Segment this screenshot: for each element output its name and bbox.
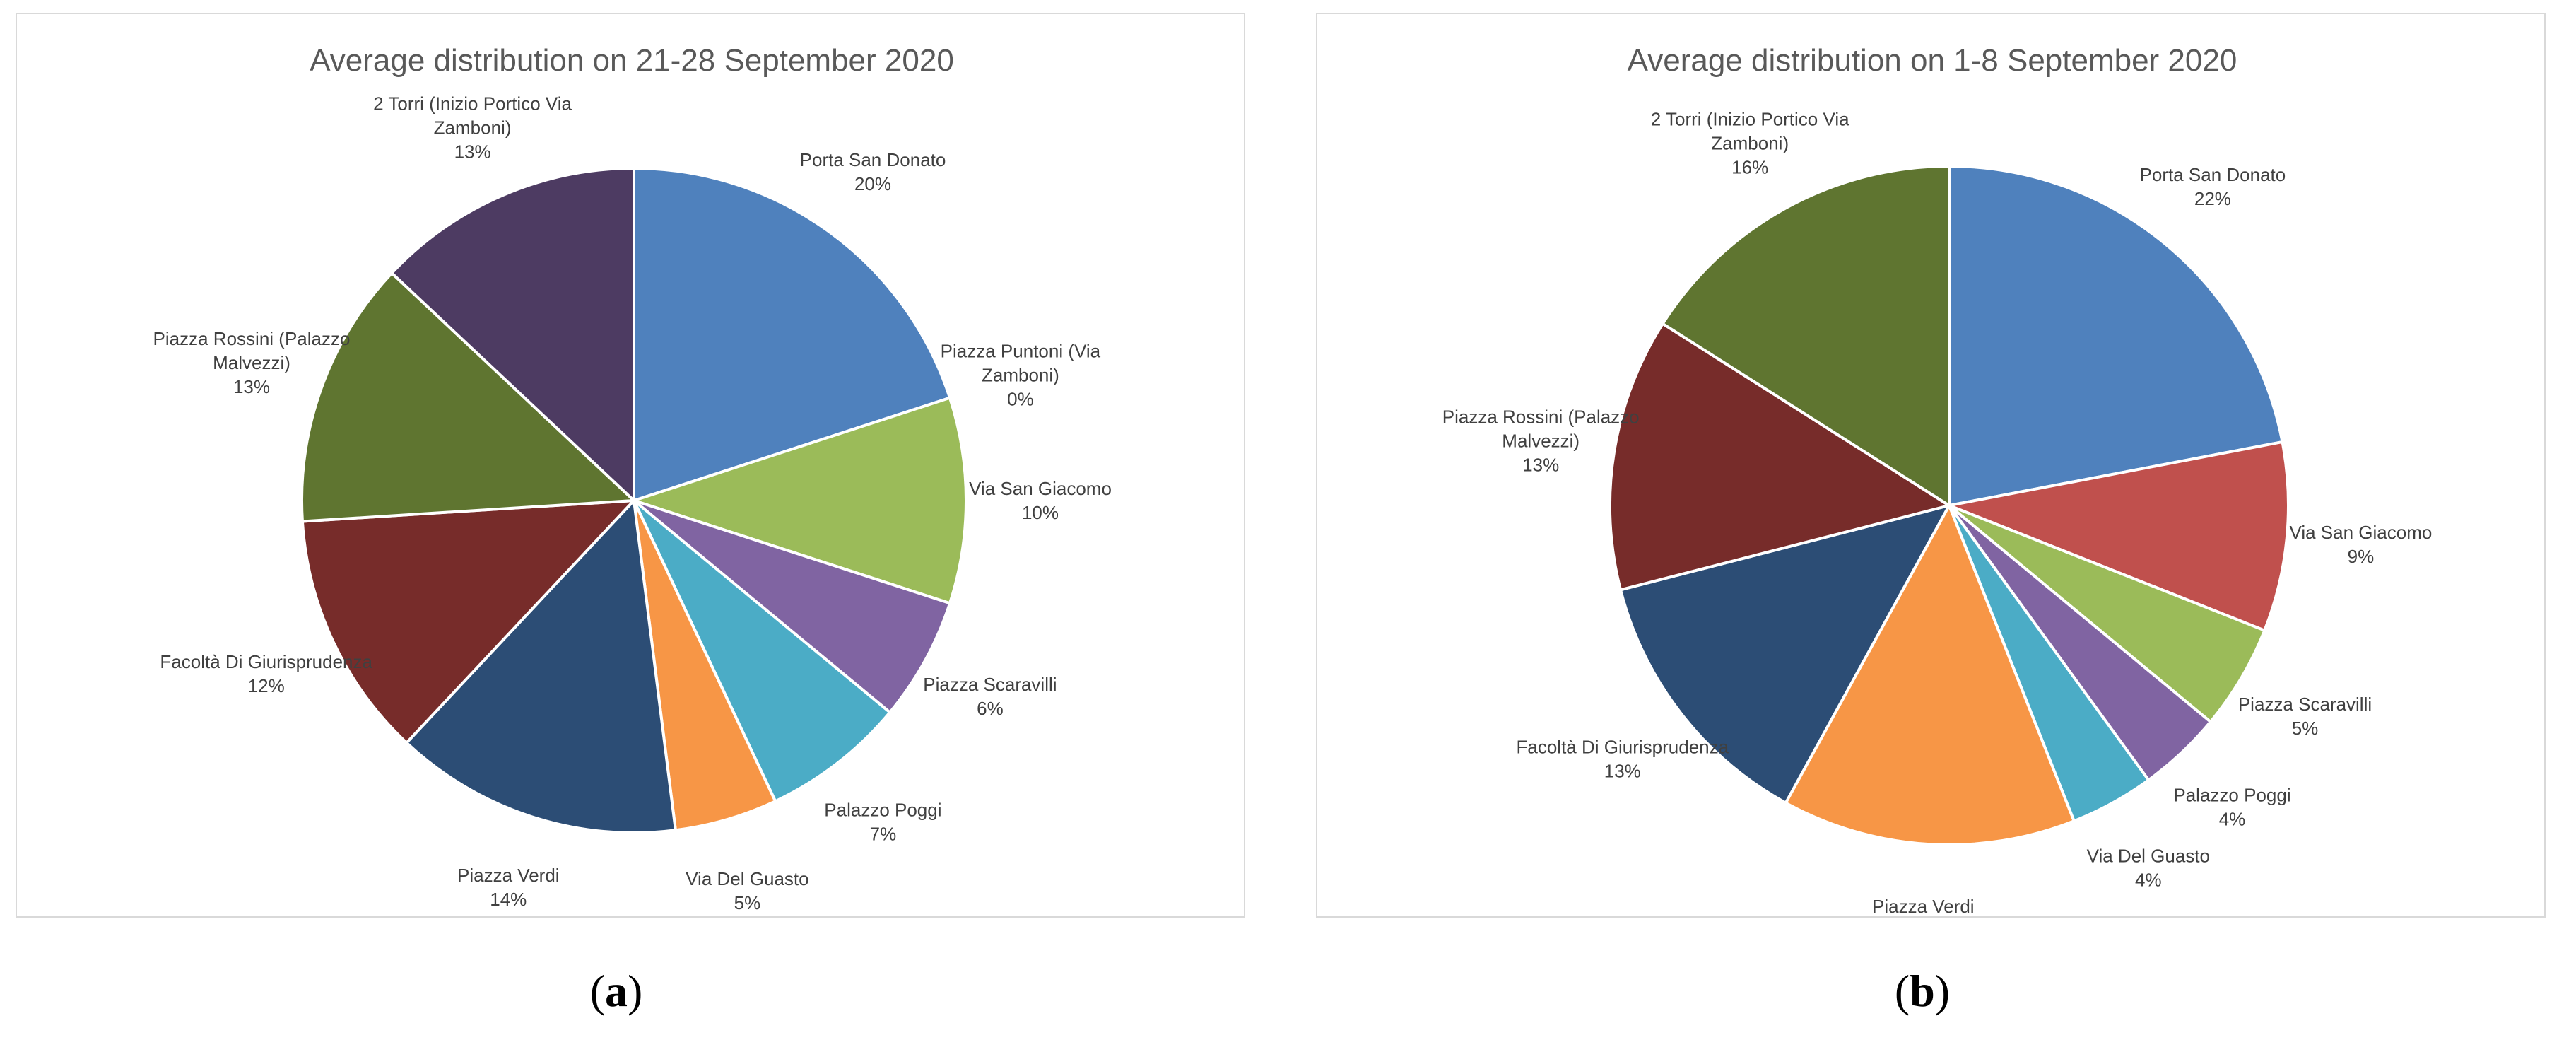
slice-label-line: Piazza Puntoni (Via — [941, 340, 1101, 361]
chart-panel-b: Average distribution on 1-8 September 20… — [1316, 13, 2546, 918]
pie-slice-b-1 — [1948, 440, 2290, 632]
slice-pct: 0% — [1007, 388, 1034, 409]
slice-pct: 6% — [977, 698, 1004, 719]
slice-label-a-2: Via San Giacomo 10% — [969, 478, 1112, 523]
slice-pct: 12% — [248, 675, 285, 696]
slice-label-line: Palazzo Poggi — [824, 799, 941, 820]
slice-label-line: Malvezzi) — [213, 352, 290, 373]
slice-label-line: Via San Giacomo — [969, 478, 1112, 499]
slice-label-a-3: Piazza Scaravilli 6% — [923, 674, 1057, 719]
slice-label-line: Via Del Guasto — [686, 868, 808, 889]
slice-label-a-5: Via Del Guasto 5% — [686, 868, 808, 913]
slice-label-line: Via Del Guasto — [2087, 846, 2210, 867]
pie-slice-a-0 — [633, 167, 951, 502]
pie-slice-b-8 — [1661, 165, 1951, 507]
slice-label-b-3: Palazzo Poggi 4% — [2173, 784, 2290, 829]
pie-slice-b-0 — [1948, 165, 2284, 507]
pie-slice-a-4 — [633, 499, 892, 803]
slice-pct: 7% — [870, 823, 897, 844]
slice-pct: 4% — [2135, 870, 2162, 891]
slice-pct: 5% — [734, 892, 761, 913]
slice-label-b-2: Piazza Scaravilli 5% — [2238, 694, 2372, 739]
caption-letter-a: a — [605, 966, 628, 1016]
pie-slice-a-5 — [633, 499, 777, 832]
slice-label-b-8: 2 Torri (Inizio Portico Via Zamboni) 16% — [1651, 108, 1849, 177]
slice-pct: 13% — [454, 141, 491, 162]
slice-pct: 13% — [1604, 761, 1641, 782]
slice-pct: 22% — [2194, 188, 2231, 209]
slice-label-line: 2 Torri (Inizio Portico Via — [1651, 108, 1849, 129]
slice-label-b-1: Via San Giacomo 9% — [2289, 522, 2432, 567]
slice-label-a-8: Piazza Rossini (Palazzo Malvezzi) 13% — [153, 328, 351, 397]
pie-slice-a-3 — [633, 499, 951, 714]
slice-label-b-0: Porta San Donato 22% — [2140, 164, 2286, 209]
pie-slice-b-7 — [1608, 322, 1951, 592]
slice-label-line: Via San Giacomo — [2289, 522, 2432, 543]
pie-chart-b: Average distribution on 1-8 September 20… — [1442, 43, 2433, 919]
slice-label-a-6: Piazza Verdi 14% — [457, 865, 560, 910]
chart-title-a: Average distribution on 21-28 September … — [310, 43, 954, 78]
slice-label-line: Porta San Donato — [2140, 164, 2286, 185]
slice-label-a-7: Facoltà Di Giurisprudenza 12% — [160, 651, 372, 696]
slice-label-line: Piazza Verdi — [457, 865, 560, 886]
slice-label-line: Zamboni) — [982, 364, 1059, 385]
slice-label-line: Zamboni) — [1711, 132, 1789, 153]
slice-label-a-0: Porta San Donato 20% — [800, 149, 946, 194]
pie-slice-b-2 — [1948, 504, 2266, 723]
slice-label-b-4: Via Del Guasto 4% — [2087, 846, 2210, 891]
caption-b: (b) — [1894, 966, 1951, 1016]
pie-slice-b-6 — [1619, 504, 1951, 805]
slice-label-b-7: Piazza Rossini (Palazzo Malvezzi) 13% — [1442, 407, 1640, 476]
slice-pct: 13% — [1522, 455, 1559, 476]
slice-pct: 4% — [2219, 808, 2246, 829]
pie-slice-a-9 — [390, 167, 635, 502]
slice-pct: 13% — [233, 376, 270, 397]
pie-slice-b-5 — [1784, 504, 2076, 846]
slice-pct: 9% — [2348, 546, 2375, 567]
slice-pct: 16% — [1731, 156, 1768, 177]
pie-slice-a-7 — [300, 499, 635, 744]
caption-letter-b: b — [1910, 966, 1935, 1016]
chart-title-b: Average distribution on 1-8 September 20… — [1628, 43, 2237, 78]
slice-label-line: Palazzo Poggi — [2173, 784, 2290, 805]
slice-pct: 20% — [854, 173, 891, 194]
pie-slice-a-6 — [405, 499, 677, 834]
slice-pct: 5% — [2292, 718, 2319, 739]
slice-label-line: Facoltà Di Giurisprudenza — [160, 651, 372, 672]
slice-label-a-1: Piazza Puntoni (Via Zamboni) 0% — [941, 340, 1101, 409]
slice-label-line: 2 Torri (Inizio Portico Via — [373, 93, 572, 114]
slice-pct: 10% — [1022, 502, 1059, 523]
slice-label-line: Zamboni) — [434, 117, 512, 138]
chart-panel-a: Average distribution on 21-28 September … — [16, 13, 1245, 918]
pie-chart-a: Average distribution on 21-28 September … — [153, 43, 1112, 913]
slice-label-line: Porta San Donato — [800, 149, 946, 170]
slice-label-b-6: Facoltà Di Giurisprudenza 13% — [1517, 737, 1729, 782]
slice-label-line: Facoltà Di Giurisprudenza — [1517, 737, 1729, 758]
slice-label-a-4: Palazzo Poggi 7% — [824, 799, 941, 844]
slice-label-line: Malvezzi) — [1502, 431, 1580, 452]
pie-slice-a-2 — [633, 396, 968, 605]
slice-label-line: Piazza Verdi — [1872, 896, 1975, 917]
slice-label-line: Piazza Scaravilli — [923, 674, 1057, 695]
pie-slice-a-8 — [300, 271, 635, 523]
slice-pct: 14% — [490, 889, 527, 910]
caption-a: (a) — [589, 966, 643, 1016]
slice-label-line: Piazza Rossini (Palazzo — [1442, 407, 1640, 428]
slice-label-line: Piazza Scaravilli — [2238, 694, 2372, 715]
slice-label-line: Piazza Rossini (Palazzo — [153, 328, 351, 349]
slice-label-a-9: 2 Torri (Inizio Portico Via Zamboni) 13% — [373, 93, 572, 162]
